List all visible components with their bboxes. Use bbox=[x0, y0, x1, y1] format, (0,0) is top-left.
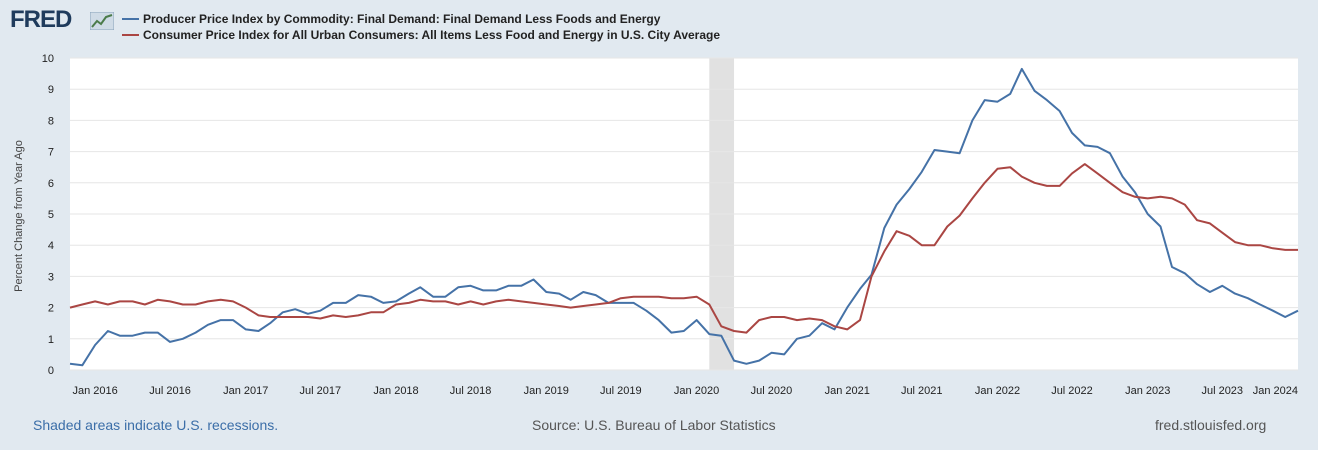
x-tick-label-jul-2022: Jul 2022 bbox=[1051, 385, 1093, 397]
x-tick-label-jan-2024: Jan 2024 bbox=[1253, 385, 1298, 397]
y-tick-label-3: 3 bbox=[48, 271, 54, 283]
x-tick-label-jul-2018: Jul 2018 bbox=[450, 385, 492, 397]
x-tick-label-jul-2020: Jul 2020 bbox=[751, 385, 793, 397]
series-layer bbox=[69, 67, 1299, 367]
x-tick-label-jul-2019: Jul 2019 bbox=[600, 385, 642, 397]
site-link[interactable]: fred.stlouisfed.org bbox=[1155, 417, 1267, 433]
fred-logo-text: FRED bbox=[10, 6, 72, 33]
y-tick-label-5: 5 bbox=[48, 209, 54, 221]
x-tick-label-jan-2023: Jan 2023 bbox=[1125, 385, 1170, 397]
fred-logo-graph-icon bbox=[90, 12, 114, 30]
x-tick-label-jul-2016: Jul 2016 bbox=[149, 385, 191, 397]
series-line-cpi[interactable] bbox=[69, 163, 1298, 334]
x-tick-label-jan-2017: Jan 2017 bbox=[223, 385, 268, 397]
y-tick-label-6: 6 bbox=[48, 178, 54, 190]
x-tick-label-jul-2023: Jul 2023 bbox=[1201, 385, 1243, 397]
legend: Producer Price Index by Commodity: Final… bbox=[122, 12, 720, 42]
y-axis: 0 1 2 3 4 5 6 7 8 9 10 bbox=[42, 53, 54, 377]
y-tick-label-0: 0 bbox=[48, 365, 54, 377]
fred-logo[interactable]: FRED bbox=[10, 6, 72, 34]
x-axis: Jan 2016 Jul 2016 Jan 2017 Jul 2017 Jan 2018… bbox=[72, 385, 1298, 397]
x-tick-label-jan-2016: Jan 2016 bbox=[72, 385, 117, 397]
grid-layer bbox=[70, 57, 1298, 371]
x-tick-label-jan-2020: Jan 2020 bbox=[674, 385, 719, 397]
series-line-ppi[interactable] bbox=[69, 67, 1299, 367]
y-tick-label-9: 9 bbox=[48, 84, 54, 96]
x-tick-label-jan-2021: Jan 2021 bbox=[825, 385, 870, 397]
source-note: Source: U.S. Bureau of Labor Statistics bbox=[532, 417, 776, 433]
x-tick-label-jan-2022: Jan 2022 bbox=[975, 385, 1020, 397]
y-tick-label-2: 2 bbox=[48, 303, 54, 315]
y-tick-label-4: 4 bbox=[48, 240, 54, 252]
y-tick-label-10: 10 bbox=[42, 53, 54, 65]
legend-label-ppi: Producer Price Index by Commodity: Final… bbox=[143, 12, 661, 26]
y-axis-label: Percent Change from Year Ago bbox=[13, 140, 25, 292]
x-tick-label-jul-2017: Jul 2017 bbox=[299, 385, 341, 397]
legend-label-cpi: Consumer Price Index for All Urban Consu… bbox=[143, 28, 720, 42]
x-tick-label-jan-2019: Jan 2019 bbox=[524, 385, 569, 397]
y-tick-label-8: 8 bbox=[48, 115, 54, 127]
recession-note: Shaded areas indicate U.S. recessions. bbox=[33, 417, 279, 433]
chart: Producer Price Index by Commodity: Final… bbox=[13, 12, 1299, 397]
y-tick-label-7: 7 bbox=[48, 147, 54, 159]
y-tick-label-1: 1 bbox=[48, 334, 54, 346]
x-tick-label-jan-2018: Jan 2018 bbox=[373, 385, 418, 397]
x-tick-label-jul-2021: Jul 2021 bbox=[901, 385, 943, 397]
